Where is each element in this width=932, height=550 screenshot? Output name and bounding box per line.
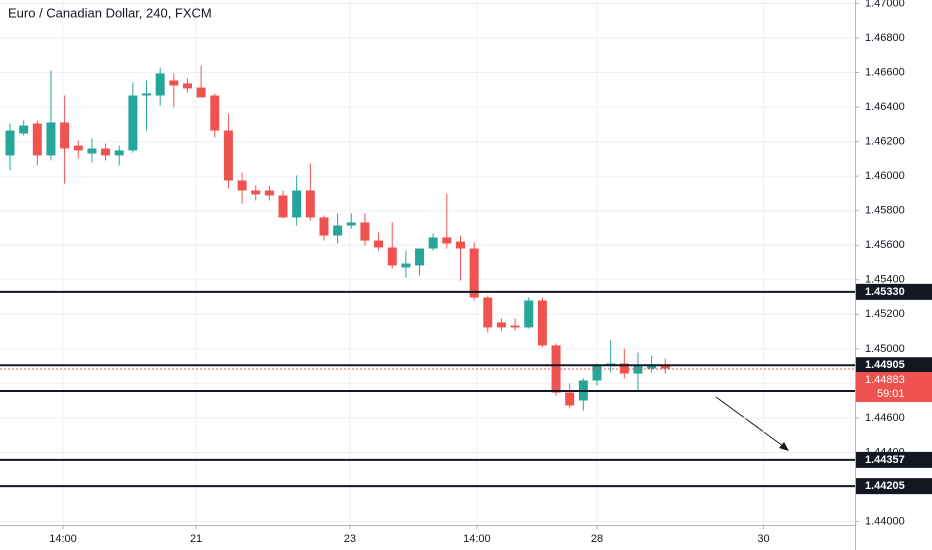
candle-body	[101, 148, 111, 156]
level-label: 1.45330	[865, 286, 905, 298]
candle-body	[346, 222, 356, 226]
candle-body	[5, 130, 15, 156]
level-label: 1.44905	[865, 359, 905, 371]
current-price-label: 1.44883	[865, 374, 905, 386]
arrow-annotation	[715, 396, 789, 451]
candle-body	[60, 122, 70, 149]
candle-body	[442, 237, 452, 244]
countdown: 59:01	[877, 388, 905, 400]
candle-body	[415, 248, 425, 266]
candle-body	[619, 363, 629, 374]
candle-body	[169, 80, 179, 86]
candle-body	[19, 125, 29, 134]
y-tick-label: 1.44000	[865, 515, 905, 527]
current-price-bg	[856, 372, 932, 403]
candle-body	[510, 325, 520, 328]
y-tick-label: 1.46000	[865, 170, 905, 182]
candle-body	[210, 95, 220, 131]
candle-body	[155, 73, 165, 96]
candle-body	[46, 122, 56, 156]
x-tick-label: 23	[344, 533, 356, 545]
x-tick-label: 21	[190, 533, 202, 545]
candle-body	[264, 190, 274, 196]
y-tick-label: 1.46400	[865, 101, 905, 113]
y-tick-label: 1.44600	[865, 412, 905, 424]
y-tick-label: 1.45200	[865, 308, 905, 320]
candle-body	[387, 247, 397, 266]
level-label-bg	[856, 283, 932, 300]
candle-body	[428, 237, 438, 249]
candle-body	[142, 93, 152, 96]
candle-body	[469, 248, 479, 298]
x-tick-label: 28	[591, 533, 603, 545]
candle-body	[455, 241, 465, 249]
candle-body	[196, 87, 206, 98]
candle-body	[73, 145, 83, 151]
y-tick-label: 1.46600	[865, 66, 905, 78]
level-label-bg	[856, 478, 932, 495]
candle-body	[305, 190, 315, 218]
y-tick-label: 1.45600	[865, 239, 905, 251]
candle-body	[360, 222, 370, 241]
candle-body	[292, 190, 302, 218]
candle-body	[182, 83, 192, 89]
candle-body	[483, 297, 493, 328]
candle-body	[524, 300, 534, 328]
y-tick-label: 1.45000	[865, 343, 905, 355]
x-tick-label: 14:00	[49, 533, 77, 545]
candle-body	[114, 150, 124, 156]
candle-body	[537, 300, 547, 346]
candle-body	[633, 365, 643, 374]
candle-body	[32, 123, 42, 156]
candle-body	[660, 365, 670, 369]
level-label-bg	[856, 451, 932, 468]
candle-body	[87, 148, 97, 154]
candle-body	[647, 365, 657, 369]
candle-body	[592, 365, 602, 381]
y-tick-label: 1.45800	[865, 205, 905, 217]
candle-body	[496, 322, 506, 328]
x-tick-label: 30	[757, 533, 769, 545]
candle-body	[128, 95, 138, 151]
candle-body	[237, 180, 247, 191]
level-label: 1.44205	[865, 480, 905, 492]
candle-body	[223, 130, 233, 181]
candle-body	[319, 217, 329, 236]
y-tick-label: 1.46200	[865, 136, 905, 148]
y-tick-label: 1.45400	[865, 274, 905, 286]
candle-body	[401, 263, 411, 268]
candle-body	[251, 190, 261, 195]
y-tick-label: 1.47000	[865, 0, 905, 9]
level-label-bg	[856, 357, 932, 374]
chart-title: Euro / Canadian Dollar, 240, FXCM	[8, 5, 212, 20]
y-tick-label: 1.46800	[865, 32, 905, 44]
level-label: 1.44357	[865, 454, 905, 466]
candle-body	[333, 225, 343, 236]
candle-body	[374, 240, 384, 248]
candle-body	[278, 195, 288, 218]
x-tick-label: 14:00	[463, 533, 491, 545]
candle-body	[565, 392, 575, 406]
